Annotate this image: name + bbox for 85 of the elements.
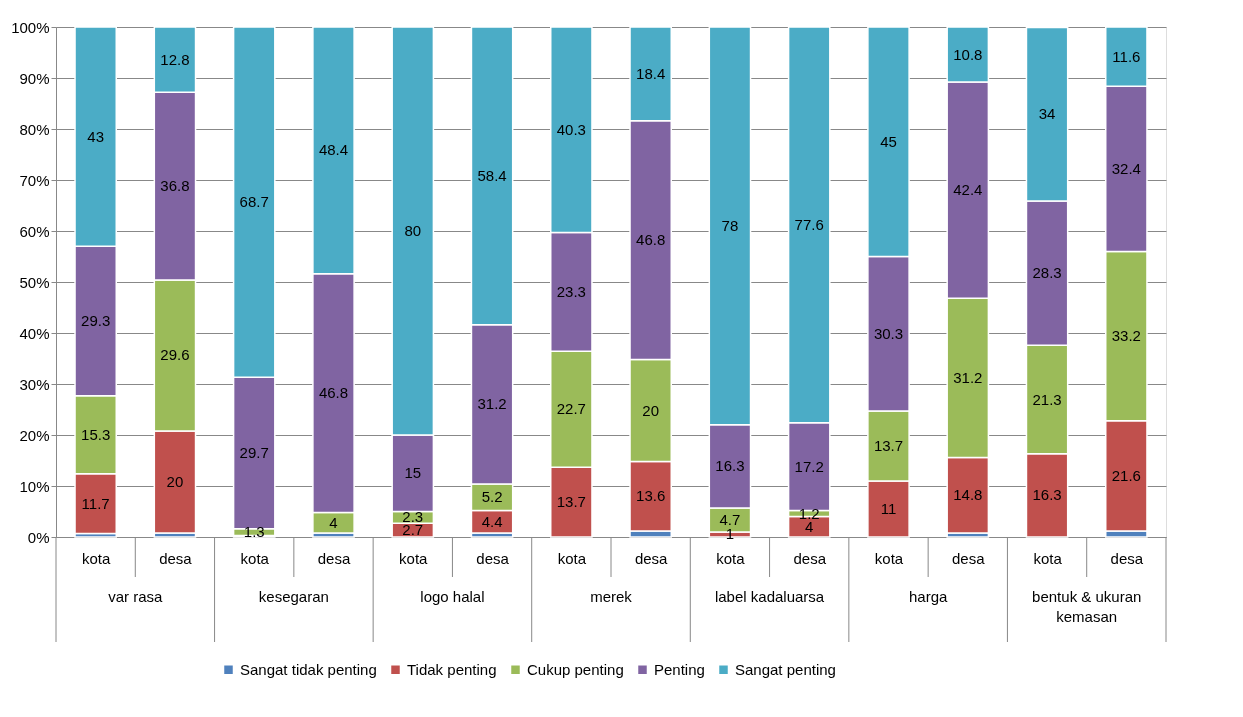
text: logo halal xyxy=(420,588,485,605)
data-label: 68.7 xyxy=(239,193,269,211)
data-label: 58.4 xyxy=(477,166,507,184)
data-label: 17.2 xyxy=(794,457,824,475)
data-label: 42.4 xyxy=(953,181,983,199)
data-label: 31.2 xyxy=(477,395,507,413)
text: var rasa xyxy=(108,588,164,605)
x-tick-label: desa xyxy=(634,549,669,567)
y-tick-label: 30% xyxy=(19,375,50,393)
data-label: 13.7 xyxy=(556,493,586,511)
x-tick-label: desa xyxy=(793,549,827,567)
data-label: 16.3 xyxy=(1032,486,1062,504)
legend-label: Tidak penting xyxy=(407,660,497,678)
data-label: 29.6 xyxy=(160,346,190,364)
data-label: 32.4 xyxy=(1111,159,1141,177)
data-label: 13.6 xyxy=(636,487,666,505)
legend-label: Sangat penting xyxy=(735,660,836,678)
data-label: 15.3 xyxy=(81,425,111,443)
y-tick-label: 90% xyxy=(19,69,50,87)
data-label: 30.3 xyxy=(873,324,904,342)
y-tick-label: 0% xyxy=(27,528,50,546)
x-tick-label: desa xyxy=(1110,549,1144,567)
data-label: 18.4 xyxy=(636,64,666,82)
data-label: 13.7 xyxy=(873,436,904,454)
data-label: 34 xyxy=(1038,105,1056,123)
data-label: 20 xyxy=(642,401,659,419)
x-tick-label: desa xyxy=(159,549,193,567)
data-label: 77.6 xyxy=(794,215,824,233)
data-label: 36.8 xyxy=(160,177,190,195)
data-label: 43 xyxy=(87,127,104,145)
legend-label: Cukup penting xyxy=(527,660,624,678)
y-tick-label: 70% xyxy=(19,171,50,189)
y-tick-label: 20% xyxy=(19,426,50,444)
data-label: 10.8 xyxy=(953,45,983,63)
data-label: 40.3 xyxy=(556,120,586,138)
data-label: 46.8 xyxy=(636,231,666,249)
data-label: 20 xyxy=(166,472,184,490)
data-label: 16.3 xyxy=(715,457,745,475)
data-label: 23.3 xyxy=(556,282,586,300)
legend-label: Penting xyxy=(654,660,705,678)
x-tick-label: desa xyxy=(952,549,986,567)
data-label: 5.2 xyxy=(481,488,503,506)
data-label: 4.4 xyxy=(481,512,503,530)
data-label: 11.6 xyxy=(1112,47,1141,65)
x-tick-label: kota xyxy=(716,549,746,567)
data-label: 15 xyxy=(404,464,422,482)
y-tick-label: 60% xyxy=(19,222,50,240)
y-tick-label: 80% xyxy=(19,120,50,138)
data-label: 4 xyxy=(329,513,338,531)
x-tick-label: kota xyxy=(1033,549,1063,567)
x-tick-label: desa xyxy=(317,549,351,567)
y-tick-label: 10% xyxy=(19,477,50,495)
data-label: 21.3 xyxy=(1032,390,1062,408)
data-label: 29.7 xyxy=(239,444,269,462)
legend-label: Sangat tidak penting xyxy=(240,660,377,678)
x-tick-label: kota xyxy=(874,549,904,567)
x-tick-label: kota xyxy=(399,549,429,567)
data-label: 12.8 xyxy=(160,50,190,68)
x-tick-label: kota xyxy=(557,549,587,567)
data-label: 33.2 xyxy=(1111,327,1141,345)
data-label: 78 xyxy=(721,216,739,234)
data-label: 31.2 xyxy=(953,368,983,386)
data-label: 48.4 xyxy=(318,141,349,159)
x-tick-label: desa xyxy=(476,549,510,567)
y-tick-label: 50% xyxy=(19,273,50,291)
data-label: 21.6 xyxy=(1111,466,1141,484)
text: bentuk & ukuran kemasan xyxy=(1032,588,1142,625)
data-label: 22.7 xyxy=(556,400,586,418)
data-label: 4.7 xyxy=(719,510,741,528)
text: harga xyxy=(908,588,948,605)
data-label: 28.3 xyxy=(1032,264,1062,282)
data-label: 11 xyxy=(880,499,897,517)
data-label: 46.8 xyxy=(318,384,349,402)
data-label: 11.7 xyxy=(81,494,110,512)
text: kesegaran xyxy=(258,588,329,605)
text: merek xyxy=(590,588,633,605)
data-label: 45 xyxy=(880,132,897,150)
y-tick-label: 100% xyxy=(11,18,50,36)
x-tick-label: kota xyxy=(240,549,270,567)
data-label: 14.8 xyxy=(953,486,983,504)
data-label: 29.3 xyxy=(81,312,111,330)
x-tick-label: kota xyxy=(81,549,111,567)
y-tick-label: 40% xyxy=(19,324,50,342)
data-label: 80 xyxy=(404,222,422,239)
text: label kadaluarsa xyxy=(714,588,825,605)
